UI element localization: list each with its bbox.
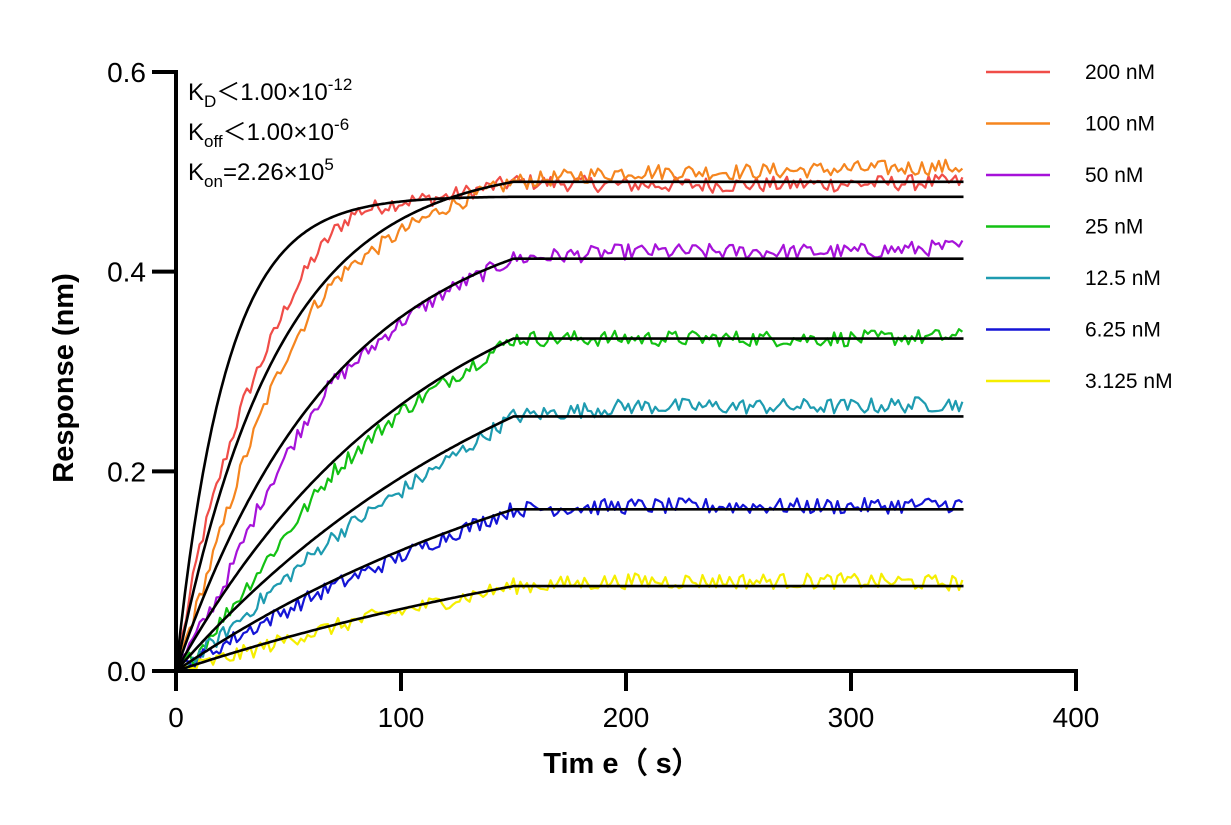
y-tick-label-2: 0.4 bbox=[107, 257, 146, 288]
series-line-0 bbox=[174, 173, 964, 672]
kinetic-annotation-1: Koff＜1.00×10-6 bbox=[188, 115, 349, 151]
y-tick-label-0: 0.0 bbox=[107, 656, 146, 687]
y-tick-label-1: 0.2 bbox=[107, 456, 146, 487]
annotations: KD＜1.00×10-12 Koff＜1.00×10-6 Kon=2.26×105 bbox=[188, 75, 352, 191]
legend-label-0: 200 nM bbox=[1085, 61, 1155, 84]
series-line-6 bbox=[175, 572, 964, 673]
fit-line-3 bbox=[174, 337, 964, 672]
y-axis-title: Response (nm) bbox=[48, 273, 80, 482]
legend-label-1: 100 nM bbox=[1085, 113, 1155, 136]
y-tick-label-3: 0.6 bbox=[107, 57, 146, 88]
kinetic-annotation-2: Kon=2.26×105 bbox=[188, 155, 334, 191]
x-axis-title: Tim e（ s） bbox=[543, 747, 700, 780]
series-line-3 bbox=[175, 328, 964, 672]
x-tick-label-0: 0 bbox=[168, 702, 184, 733]
legend-label-6: 3.125 nM bbox=[1085, 370, 1173, 393]
fit-line-5 bbox=[175, 508, 964, 673]
series-line-5 bbox=[175, 497, 963, 672]
fit-line-2 bbox=[174, 257, 964, 672]
series-line-2 bbox=[175, 239, 964, 672]
fit-line-1 bbox=[174, 180, 964, 672]
x-tick-label-4: 400 bbox=[1053, 702, 1100, 733]
legend-label-2: 50 nM bbox=[1085, 164, 1143, 187]
ticks-layer: 0 100 200 300 400 0.0 0.2 0.4 0.6 bbox=[107, 57, 1099, 733]
fit-line-0 bbox=[174, 195, 964, 672]
x-tick-label-1: 100 bbox=[378, 702, 425, 733]
x-tick-label-3: 300 bbox=[828, 702, 875, 733]
fit-line-4 bbox=[175, 415, 964, 672]
series-line-4 bbox=[175, 396, 964, 672]
fit-line-6 bbox=[175, 584, 964, 673]
kinetic-annotation-0: KD＜1.00×10-12 bbox=[188, 75, 352, 111]
legend-label-4: 12.5 nM bbox=[1085, 267, 1161, 290]
fit-layer bbox=[174, 180, 964, 673]
legend-label-3: 25 nM bbox=[1085, 216, 1143, 239]
x-tick-label-2: 200 bbox=[603, 702, 650, 733]
series-line-1 bbox=[174, 158, 964, 672]
legend-label-5: 6.25 nM bbox=[1085, 319, 1161, 342]
legend: 200 nM 100 nM 50 nM 25 nM 12.5 nM 6.25 nM 3.12… bbox=[986, 61, 1173, 393]
